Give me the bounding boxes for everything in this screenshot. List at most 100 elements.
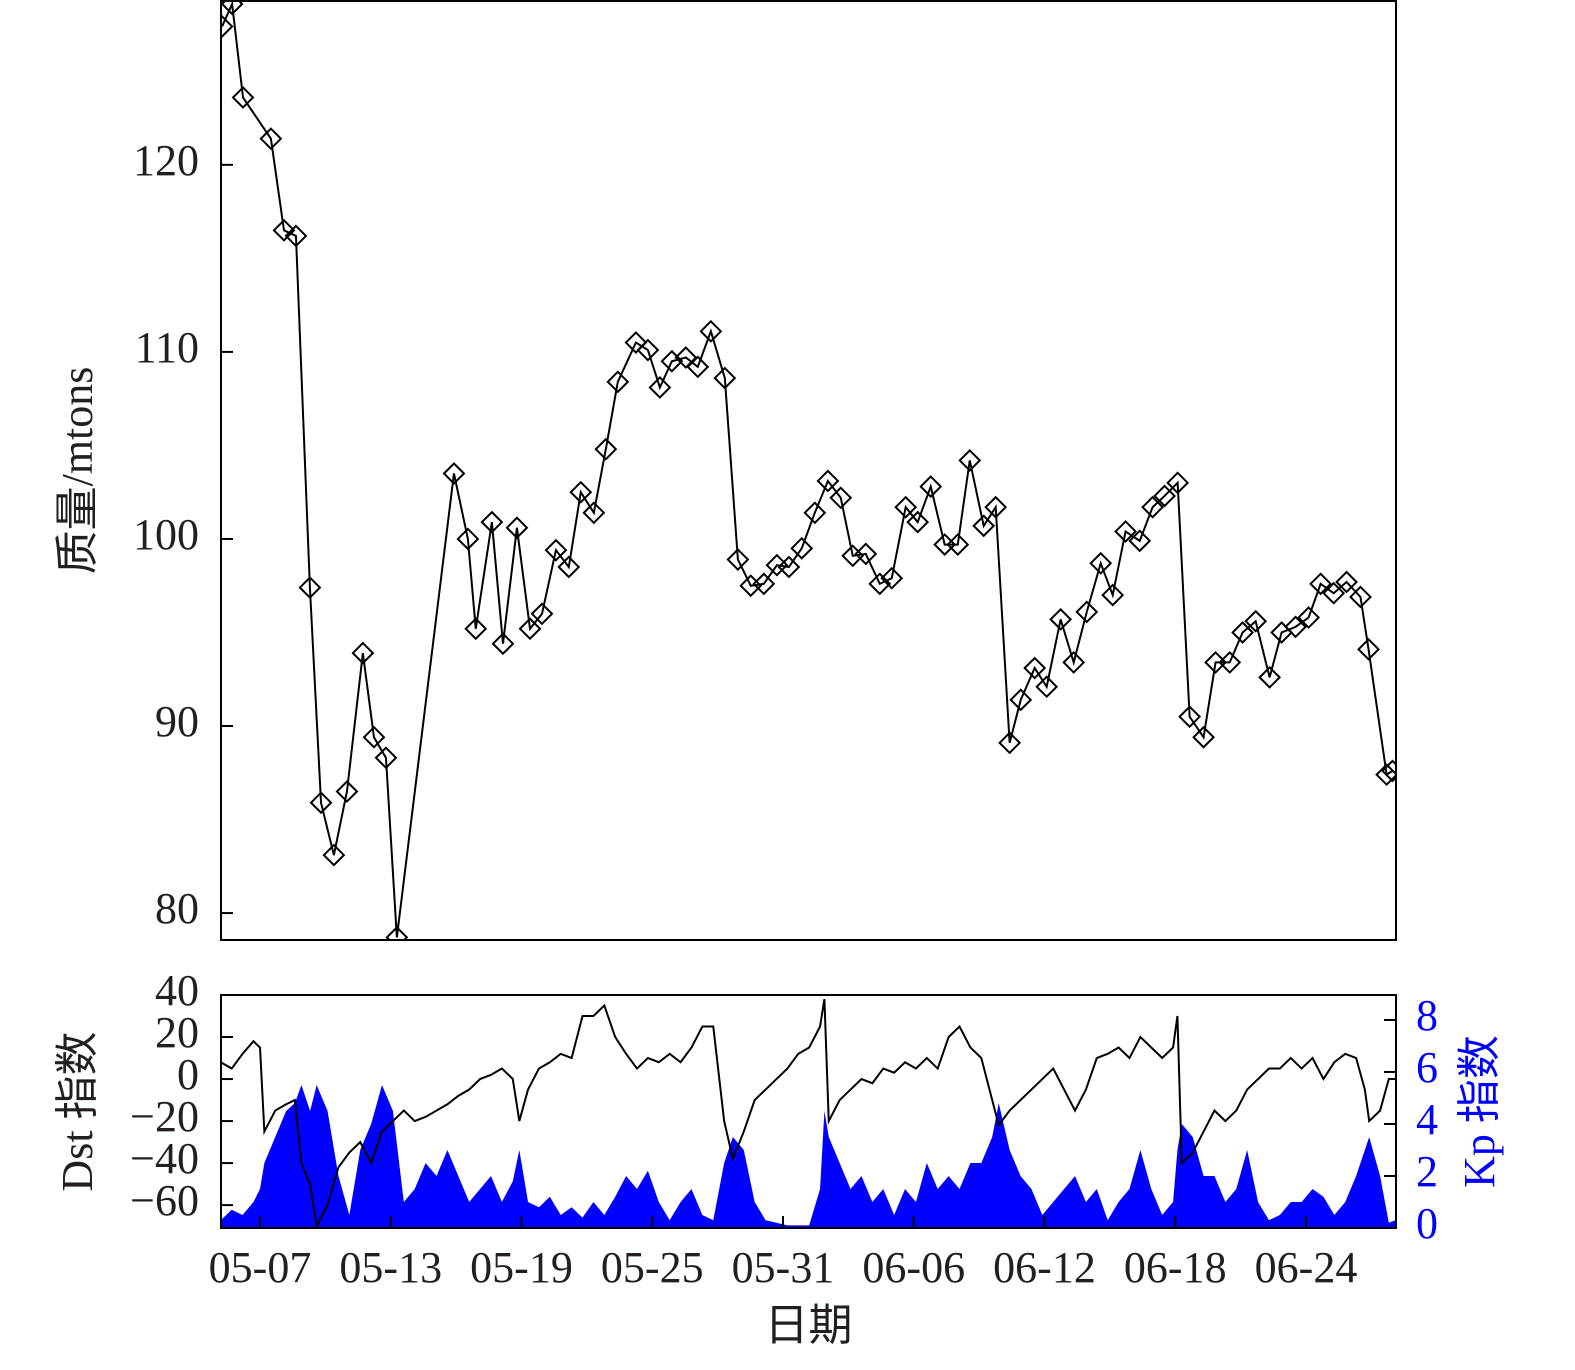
diamond-marker — [1297, 606, 1321, 629]
x-tick-label: 05-31 — [732, 1243, 835, 1292]
diamond-marker — [1035, 675, 1059, 699]
diamond-marker — [606, 370, 630, 394]
diamond-marker — [322, 843, 346, 867]
diamond-marker — [456, 527, 480, 551]
plot-frame — [220, 0, 1397, 941]
y-tick-label: 40 — [155, 966, 199, 1015]
diamond-marker — [1049, 607, 1073, 631]
diamond-marker — [284, 224, 308, 248]
series-line — [221, 999, 1396, 1228]
diamond-marker — [1128, 529, 1152, 553]
diamond-marker — [530, 602, 554, 626]
diamond-marker — [298, 576, 322, 600]
diamond-marker — [1062, 651, 1086, 674]
plot-frame — [220, 994, 1397, 1229]
diamond-marker — [374, 746, 398, 770]
diamond-marker — [1023, 656, 1047, 680]
diamond-marker — [464, 617, 488, 641]
diamond-marker — [221, 1, 244, 16]
diamond-marker — [1101, 583, 1125, 607]
diamond-marker — [1381, 759, 1396, 783]
y-tick-label: 100 — [133, 510, 199, 559]
diamond-marker — [582, 501, 606, 525]
x-tick-label: 05-25 — [601, 1243, 704, 1292]
diamond-marker — [972, 514, 996, 538]
y-tick-label: 0 — [177, 1050, 199, 1099]
y2-tick-label: 2 — [1416, 1147, 1438, 1196]
diamond-marker — [1357, 637, 1380, 661]
diamond-marker — [1375, 763, 1396, 787]
y-tick-label: 90 — [155, 697, 199, 746]
diamond-marker — [790, 536, 814, 560]
series-line — [221, 1, 1394, 938]
plot-area — [221, 1, 1396, 940]
plot-area — [221, 999, 1396, 1228]
diamond-marker — [231, 86, 255, 109]
diamond-marker — [335, 780, 359, 803]
diamond-marker — [362, 725, 386, 749]
diamond-marker — [636, 338, 660, 362]
x-axis-label: 日期 — [765, 1301, 853, 1350]
diamond-marker — [1322, 581, 1346, 605]
diamond-marker — [1089, 551, 1113, 575]
diamond-marker — [699, 319, 723, 343]
diamond-marker — [984, 495, 1008, 519]
diamond-marker — [480, 510, 504, 534]
diamond-marker — [544, 538, 568, 562]
diamond-marker — [686, 355, 710, 379]
x-tick-label: 05-13 — [339, 1243, 442, 1292]
diamond-marker — [1114, 520, 1137, 543]
diamond-marker — [1284, 615, 1307, 639]
diamond-marker — [557, 555, 581, 579]
diamond-marker — [713, 366, 737, 390]
diamond-marker — [739, 574, 763, 598]
diamond-marker — [906, 510, 930, 534]
diamond-marker — [505, 516, 529, 540]
diamond-marker — [998, 731, 1022, 755]
x-tick-label: 06-12 — [993, 1243, 1096, 1292]
diamond-marker — [385, 925, 409, 940]
diamond-marker — [1178, 705, 1202, 729]
y-tick-label: 120 — [133, 136, 199, 185]
x-tick-label: 05-19 — [470, 1243, 573, 1292]
diamond-marker — [1258, 665, 1282, 689]
x-tick-label: 05-07 — [209, 1243, 312, 1292]
diamond-marker — [1349, 585, 1372, 609]
x-tick-label: 06-18 — [1124, 1243, 1227, 1292]
diamond-marker — [259, 127, 283, 151]
diamond-marker — [594, 437, 618, 461]
diamond-marker — [894, 495, 918, 519]
y2-axis-label: Kp 指数 — [1455, 1035, 1504, 1188]
y-axis-label: 质量/mtons — [53, 367, 102, 575]
diamond-marker — [726, 548, 750, 571]
diamond-marker — [272, 218, 296, 242]
diamond-marker — [1166, 471, 1190, 495]
kp-area — [221, 1084, 1396, 1228]
diamond-marker — [854, 542, 878, 566]
diamond-marker — [803, 501, 827, 525]
y-tick-label: 110 — [135, 323, 199, 372]
y-tick-label: −40 — [130, 1134, 199, 1183]
diamond-marker — [868, 572, 892, 596]
y-axis-label: Dst 指数 — [53, 1031, 102, 1191]
diamond-marker — [674, 346, 698, 369]
y2-tick-label: 8 — [1416, 991, 1438, 1040]
y2-tick-label: 4 — [1416, 1095, 1438, 1144]
diamond-marker — [1192, 725, 1215, 749]
diamond-marker — [1309, 572, 1333, 596]
diamond-marker — [777, 555, 801, 579]
diamond-marker — [958, 448, 982, 472]
y-tick-label: 80 — [155, 884, 199, 933]
diamond-marker — [1153, 484, 1176, 508]
diamond-marker — [1244, 609, 1268, 633]
diamond-marker — [518, 617, 542, 641]
diamond-marker — [816, 469, 840, 493]
diamond-marker — [442, 462, 466, 485]
diamond-marker — [351, 641, 375, 665]
diamond-marker — [1231, 621, 1255, 644]
diamond-marker — [829, 486, 853, 510]
diamond-marker — [221, 15, 234, 38]
y-tick-label: −20 — [130, 1092, 199, 1141]
diamond-marker — [309, 791, 333, 815]
